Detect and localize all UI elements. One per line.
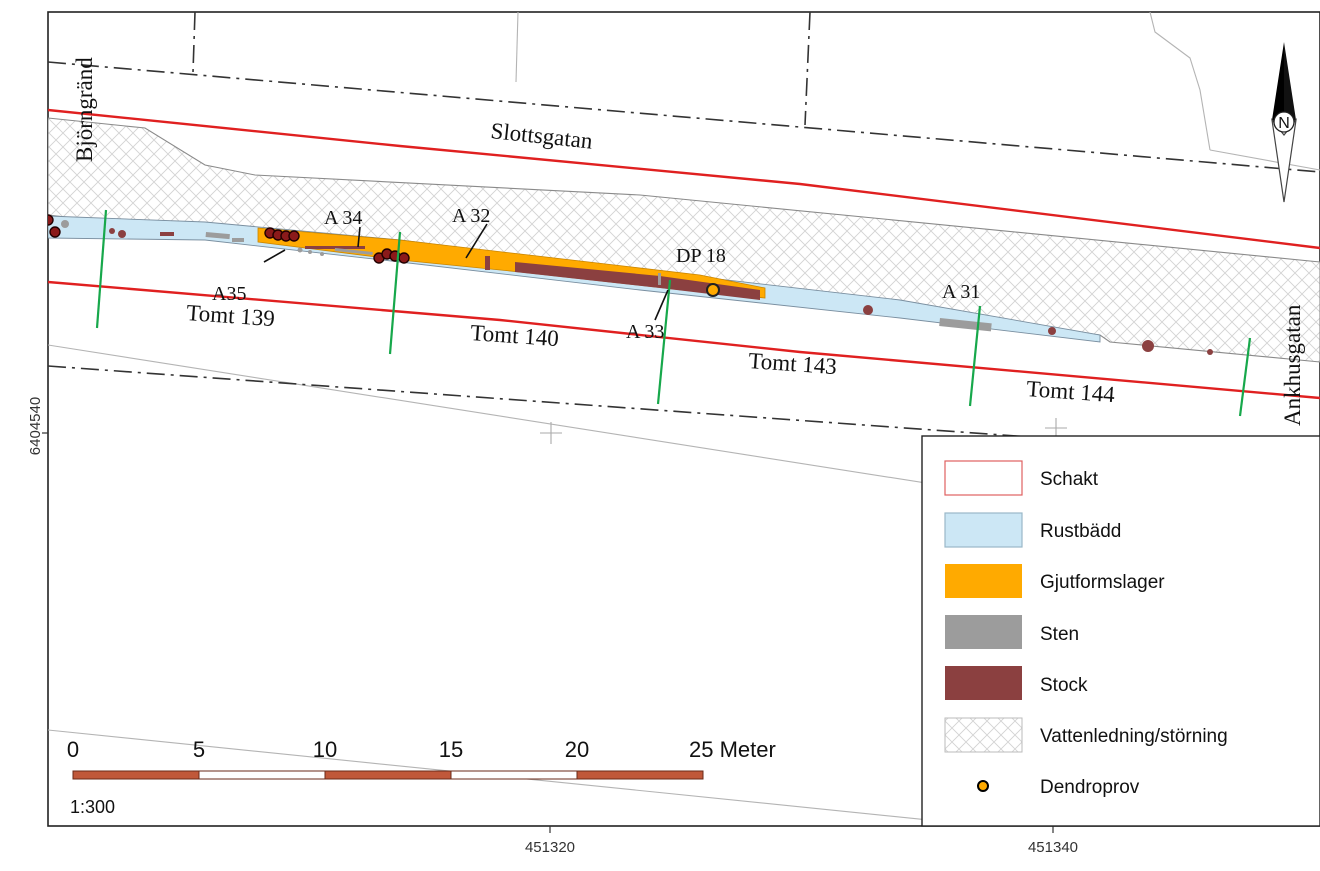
svg-text:Vattenledning/störning: Vattenledning/störning [1040, 726, 1228, 747]
street-label-bjorngrand: Björngränd [72, 57, 97, 162]
svg-text:Stock: Stock [1040, 675, 1088, 696]
schakt-lines [48, 108, 1320, 400]
lot-label-144: Tomt 144 [1026, 376, 1117, 407]
anno-a35: A35 [212, 283, 246, 305]
legend-item-sten: Sten [945, 615, 1079, 649]
svg-text:Rustbädd: Rustbädd [1040, 521, 1121, 542]
scale-tick-5: 5 [193, 737, 205, 762]
coord-x-label-1: 451320 [525, 839, 575, 856]
scale-tick-20: 20 [565, 737, 589, 762]
scale-tick-0: 0 [67, 737, 79, 762]
svg-text:Gjutformslager: Gjutformslager [1040, 572, 1165, 593]
legend-item-gjutformslager: Gjutformslager [945, 564, 1165, 598]
anno-a34: A 34 [324, 207, 362, 229]
leader-lines [263, 223, 669, 321]
lot-label-143: Tomt 143 [748, 348, 838, 379]
scale-tick-25: 25 Meter [689, 737, 776, 762]
legend: Schakt Rustbädd Gjutformslager Sten Stoc… [921, 435, 1320, 827]
legend-item-dendroprov: Dendroprov [977, 777, 1140, 798]
street-label-ankhusgatan: Ankhusgatan [1280, 304, 1305, 426]
lot-label-139: Tomt 139 [186, 300, 276, 331]
scale-tick-15: 15 [439, 737, 463, 762]
scale-tick-10: 10 [313, 737, 337, 762]
legend-item-schakt: Schakt [944, 460, 1099, 496]
north-letter: N [1278, 115, 1290, 132]
anno-a33: A 33 [626, 321, 664, 343]
scale-bar: 0 5 10 15 20 25 Meter 1:300 [67, 737, 776, 817]
legend-item-rustbadd: Rustbädd [944, 512, 1121, 548]
lot-label-140: Tomt 140 [470, 320, 560, 351]
coord-x-label-2: 451340 [1028, 839, 1078, 856]
anno-a31: A 31 [942, 281, 980, 303]
dendro-sample-dp18 [706, 283, 720, 297]
section-lines [95, 209, 1252, 417]
svg-text:Dendroprov: Dendroprov [1040, 777, 1140, 798]
stock-features [109, 228, 1213, 355]
svg-text:Sten: Sten [1040, 624, 1079, 645]
svg-text:Schakt: Schakt [1040, 469, 1099, 490]
legend-item-stock: Stock [945, 666, 1088, 700]
anno-a32: A 32 [452, 205, 490, 227]
anno-dp18: DP 18 [676, 245, 726, 267]
scale-ratio: 1:300 [70, 797, 115, 817]
coord-y-label: 6404540 [27, 397, 44, 455]
north-arrow-icon: N [1271, 42, 1297, 203]
legend-item-vattenledning: Vattenledning/störning [944, 717, 1228, 753]
